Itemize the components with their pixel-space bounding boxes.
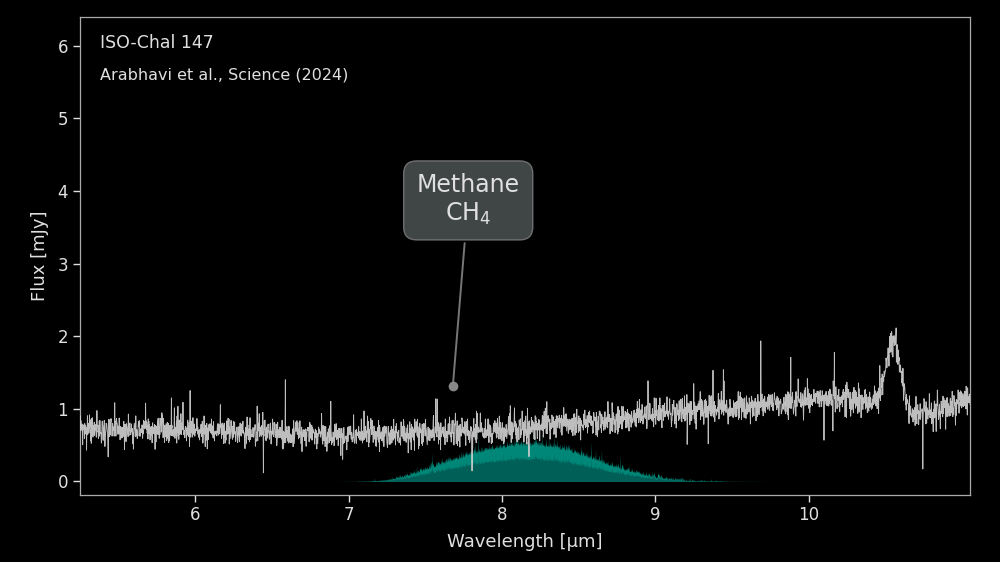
X-axis label: Wavelength [μm]: Wavelength [μm] — [447, 533, 603, 551]
Text: Methane
$\mathrm{CH_4}$: Methane $\mathrm{CH_4}$ — [417, 173, 520, 383]
Text: ISO-Chal 147: ISO-Chal 147 — [100, 34, 213, 52]
Text: Arabhavi et al., Science (2024): Arabhavi et al., Science (2024) — [100, 67, 348, 82]
Y-axis label: Flux [mJy]: Flux [mJy] — [31, 210, 49, 301]
